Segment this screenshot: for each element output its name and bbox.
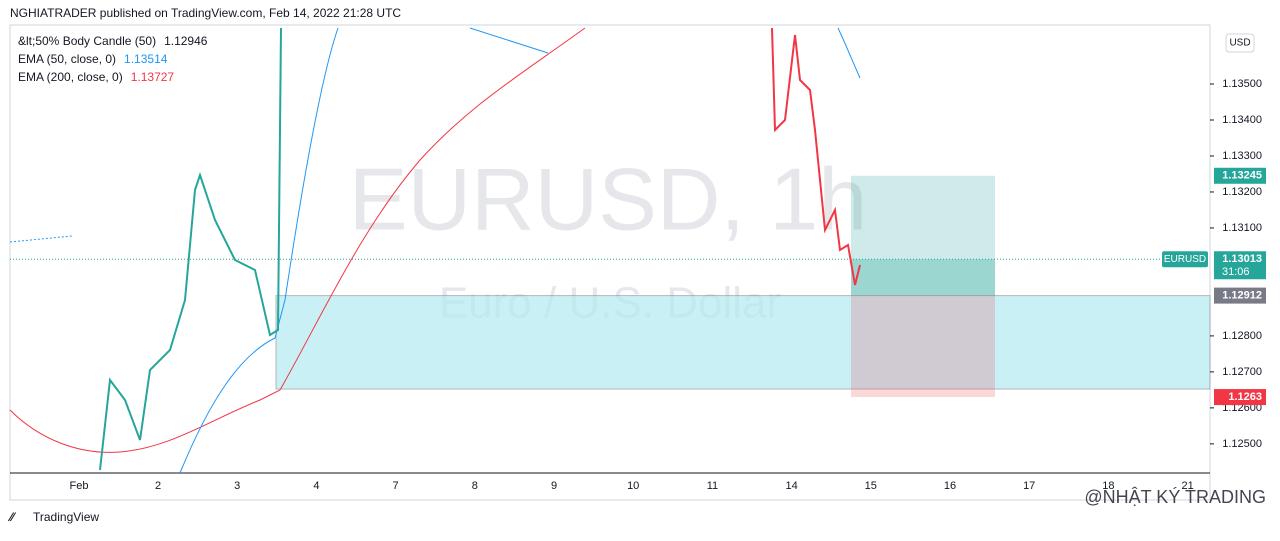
x-tick-label: 15 [865,480,877,492]
x-tick-label: 9 [551,480,557,492]
watermark-symbol: EURUSD, 1h [349,149,867,248]
currency: USD [1229,38,1250,49]
y-tick-label: 1.13500 [1222,78,1262,90]
x-tick-label: 4 [313,480,319,492]
demand-zone [275,295,1211,390]
x-tick-label: 17 [1023,480,1035,492]
last-price-label: 1.13013 [1222,253,1262,265]
y-tick-label: 1.12500 [1222,438,1262,450]
last-price-bg [1214,251,1266,280]
symbol-badge [1162,251,1208,268]
price-path [99,27,282,471]
price-label-bg [1214,287,1266,304]
x-tick-label: Feb [70,480,89,492]
x-tick-label: 3 [234,480,240,492]
profit-zone [851,259,995,296]
price-label: 1.1263 [1228,391,1262,403]
x-tick-label: 16 [944,480,956,492]
price-label-bg [1214,167,1266,184]
price-label-bg [1214,389,1266,406]
x-tick-label: 10 [627,480,639,492]
x-tick-label: 11 [707,480,718,492]
footer-credit: @NHẬT KÝ TRADING [1084,487,1266,507]
legend-value: 1.12946 [164,34,208,48]
header: NGHIATRADER published on TradingView.com… [10,6,401,20]
x-tick-label: 14 [785,480,797,492]
trend-line [469,27,549,54]
price-label: 1.12912 [1222,290,1262,302]
y-tick-label: 1.13200 [1222,186,1262,198]
currency-badge[interactable] [1225,33,1255,53]
y-tick-label: 1.13300 [1222,150,1262,162]
target-zone [851,175,995,296]
legend-value: 1.13514 [124,52,168,66]
x-tick-label: 18 [1102,480,1114,492]
y-tick-label: 1.12800 [1222,330,1262,342]
ema-50-line [179,27,339,474]
x-tick-label: 21 [1181,480,1193,492]
symbol-badge-text: EURUSD [1164,254,1206,265]
price-label: 1.13245 [1222,170,1262,182]
x-tick-label: 7 [393,480,399,492]
legend-label: EMA (200, close, 0) [18,70,123,84]
stop-zone [851,295,995,398]
countdown: 31:06 [1222,266,1250,278]
legend-value: 1.13727 [131,70,175,84]
footer-brand: TradingView [33,510,99,524]
ema-200-line [9,27,586,453]
x-tick-label: 8 [472,480,478,492]
legend-label: EMA (50, close, 0) [18,52,116,66]
price-path-right [771,27,861,286]
y-tick-label: 1.12700 [1222,366,1262,378]
x-tick-label: 2 [155,480,161,492]
ema-50-line-right [837,27,861,79]
footer-logo: ⁄⁄ [7,510,17,524]
legend-label: &lt;50% Body Candle (50) [18,34,156,48]
y-tick-label: 1.13100 [1222,222,1262,234]
y-tick-label: 1.13400 [1222,114,1262,126]
